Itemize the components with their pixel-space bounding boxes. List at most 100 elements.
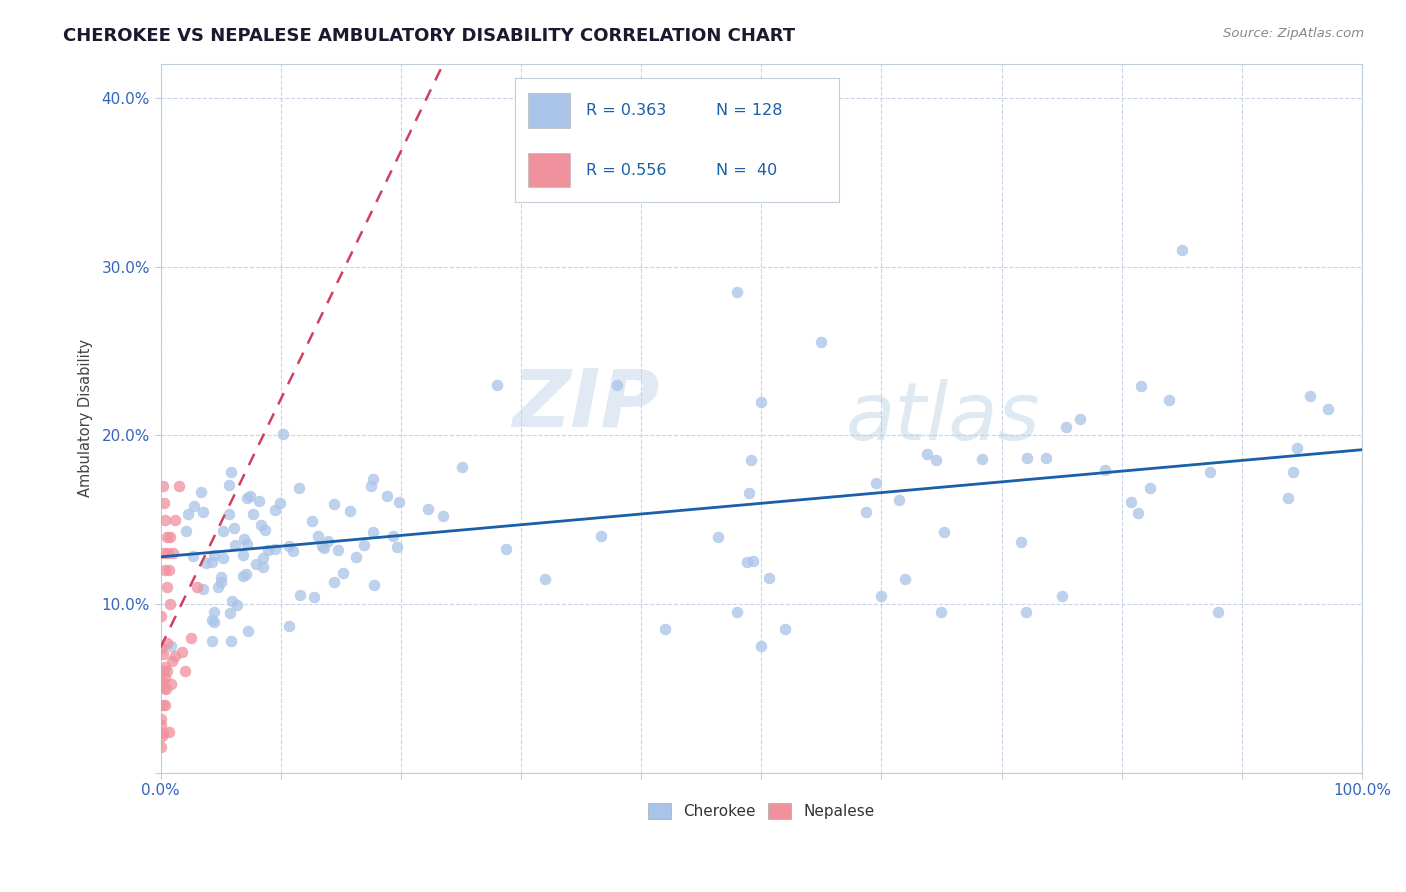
Point	[173, 665, 195, 679]
Point	[201, 633, 224, 648]
Point	[924, 452, 946, 467]
Point	[775, 623, 797, 637]
Point	[236, 491, 259, 505]
Point	[277, 539, 299, 553]
Point	[218, 477, 240, 491]
Point	[150, 608, 173, 623]
Point	[209, 570, 232, 584]
Point	[163, 513, 186, 527]
Point	[1129, 379, 1152, 393]
Point	[245, 557, 267, 571]
Point	[1054, 419, 1077, 434]
Point	[235, 566, 257, 581]
Point	[202, 605, 225, 619]
Point	[150, 674, 173, 689]
Point	[322, 497, 344, 511]
Point	[870, 589, 893, 603]
Point	[150, 729, 173, 743]
Point	[153, 546, 176, 560]
Point	[219, 634, 242, 648]
Point	[725, 285, 748, 299]
Point	[212, 524, 235, 538]
Point	[155, 563, 177, 577]
Point	[290, 588, 312, 602]
Point	[252, 551, 274, 566]
Point	[153, 671, 176, 685]
Point	[153, 496, 176, 510]
Point	[221, 594, 243, 608]
Point	[328, 542, 350, 557]
Point	[654, 623, 676, 637]
Point	[1282, 465, 1305, 479]
Point	[332, 566, 354, 580]
Point	[157, 563, 180, 577]
Point	[749, 394, 772, 409]
Point	[1126, 506, 1149, 520]
Point	[1277, 491, 1299, 505]
Point	[160, 640, 183, 654]
Point	[1199, 465, 1222, 479]
Point	[202, 615, 225, 630]
Point	[344, 550, 367, 565]
Point	[252, 559, 274, 574]
Point	[155, 580, 177, 594]
Point	[1299, 389, 1322, 403]
Point	[176, 507, 198, 521]
Point	[186, 580, 208, 594]
Point	[277, 619, 299, 633]
Point	[316, 534, 339, 549]
Point	[271, 427, 294, 442]
Point	[181, 549, 204, 563]
Point	[363, 578, 385, 592]
Point	[312, 541, 335, 556]
Point	[222, 521, 245, 535]
Point	[323, 575, 346, 590]
Point	[218, 606, 240, 620]
Point	[894, 572, 917, 586]
Point	[388, 494, 411, 508]
Point	[224, 538, 246, 552]
Y-axis label: Ambulatory Disability: Ambulatory Disability	[79, 339, 93, 498]
Point	[269, 496, 291, 510]
Point	[247, 494, 270, 508]
Text: CHEROKEE VS NEPALESE AMBULATORY DISABILITY CORRELATION CHART: CHEROKEE VS NEPALESE AMBULATORY DISABILI…	[63, 27, 796, 45]
Point	[233, 533, 256, 547]
Point	[201, 555, 224, 569]
Point	[209, 574, 232, 589]
Point	[758, 571, 780, 585]
Point	[534, 572, 557, 586]
Point	[159, 597, 181, 611]
Point	[451, 459, 474, 474]
Point	[159, 529, 181, 543]
Point	[160, 654, 183, 668]
Point	[740, 453, 762, 467]
Point	[150, 718, 173, 732]
Point	[1119, 495, 1142, 509]
Point	[155, 698, 177, 713]
Point	[606, 377, 628, 392]
Point	[242, 507, 264, 521]
Point	[153, 660, 176, 674]
Point	[591, 529, 613, 543]
Point	[167, 479, 190, 493]
Point	[155, 529, 177, 543]
Point	[932, 525, 955, 540]
Point	[157, 725, 180, 739]
Point	[263, 541, 285, 556]
Point	[190, 484, 212, 499]
Point	[155, 664, 177, 678]
Point	[202, 548, 225, 562]
Point	[302, 590, 325, 604]
Point	[855, 505, 877, 519]
Point	[152, 479, 174, 493]
Point	[810, 335, 832, 350]
Point	[219, 465, 242, 479]
Point	[1050, 589, 1073, 603]
Point	[1317, 402, 1340, 417]
Point	[749, 639, 772, 653]
Point	[381, 528, 404, 542]
Text: ZIP: ZIP	[512, 365, 659, 443]
Point	[236, 537, 259, 551]
Point	[1139, 481, 1161, 495]
Point	[257, 542, 280, 557]
